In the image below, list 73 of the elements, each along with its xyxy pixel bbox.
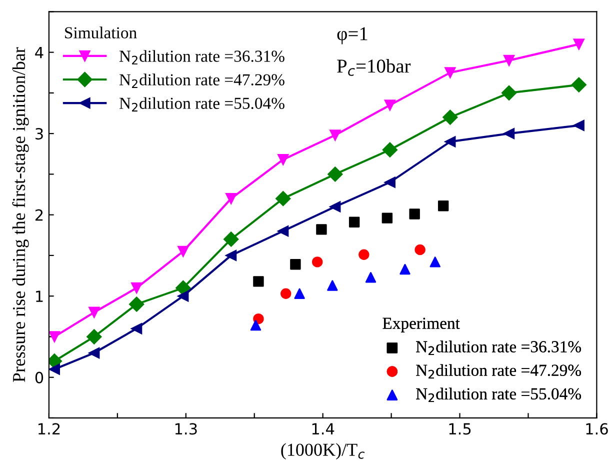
y-tick-label: 2 <box>36 209 43 221</box>
point <box>571 77 586 92</box>
point <box>328 166 343 182</box>
point <box>129 296 144 312</box>
point <box>290 259 301 270</box>
point <box>276 191 291 206</box>
x-tick-label: 1.5 <box>449 423 471 435</box>
annotation: φ=1 <box>337 27 368 44</box>
point <box>278 154 289 166</box>
point <box>330 201 341 212</box>
point <box>88 306 100 318</box>
point <box>294 288 305 299</box>
x-tick-label: 1.2 <box>38 423 60 434</box>
x-axis-title: (1000K)/T$_{c}$ <box>281 443 365 460</box>
legend-label: N$_{2}$dilution rate =47.29% <box>416 364 581 378</box>
point <box>348 216 360 228</box>
x-tick-label: 1.6 <box>586 423 608 435</box>
y-tick-label: 3 <box>36 128 43 140</box>
y-axis-title: Pressure rise during the first-stage ignition/bar <box>12 47 29 382</box>
point <box>278 226 289 237</box>
point <box>384 100 396 111</box>
point <box>131 282 142 294</box>
point <box>444 136 456 148</box>
text: Experiment <box>382 318 460 332</box>
point <box>382 212 393 224</box>
point <box>430 256 440 268</box>
x-tick-label: 1.4 <box>312 423 334 434</box>
point <box>226 250 237 262</box>
point <box>48 364 60 375</box>
text: Simulation <box>65 26 137 38</box>
point <box>444 67 456 78</box>
point <box>438 200 449 212</box>
point <box>573 38 584 50</box>
point <box>178 246 189 257</box>
point <box>409 208 420 220</box>
point <box>400 264 410 275</box>
legend-label: N$_{2}$dilution rate =55.04% <box>416 388 581 402</box>
point <box>414 244 426 256</box>
point <box>226 193 237 204</box>
y-tick-label: 0 <box>35 372 44 384</box>
legend-label: N$_{2}$dilution rate =55.04% <box>119 97 284 112</box>
legend-label: N$_{2}$dilution rate =36.31% <box>119 50 284 64</box>
point <box>312 256 323 268</box>
point <box>384 176 396 188</box>
x-tick-label: 1.3 <box>175 423 197 435</box>
point <box>442 110 458 125</box>
point <box>573 120 584 131</box>
y-tick-label: 4 <box>35 46 44 58</box>
point <box>48 354 62 369</box>
legend-label: N$_{2}$dilution rate =47.29% <box>119 74 284 88</box>
legend-label: N$_{2}$dilution rate =36.31% <box>416 340 581 355</box>
point <box>178 290 189 302</box>
point <box>365 272 376 283</box>
point <box>176 280 191 296</box>
point <box>382 142 398 158</box>
point <box>86 329 102 344</box>
point <box>253 276 264 287</box>
point <box>501 85 517 101</box>
point <box>131 323 142 334</box>
point <box>504 54 515 66</box>
point <box>48 331 60 342</box>
point <box>253 313 264 324</box>
point <box>327 280 338 291</box>
point <box>330 130 341 141</box>
point <box>504 128 515 140</box>
annotation: P$_{c}$=10bar <box>337 59 411 76</box>
point <box>224 232 239 247</box>
point <box>280 288 292 299</box>
point <box>316 224 327 235</box>
point <box>250 320 262 331</box>
point <box>88 347 100 359</box>
point <box>358 249 370 260</box>
y-tick-label: 1 <box>36 290 43 302</box>
